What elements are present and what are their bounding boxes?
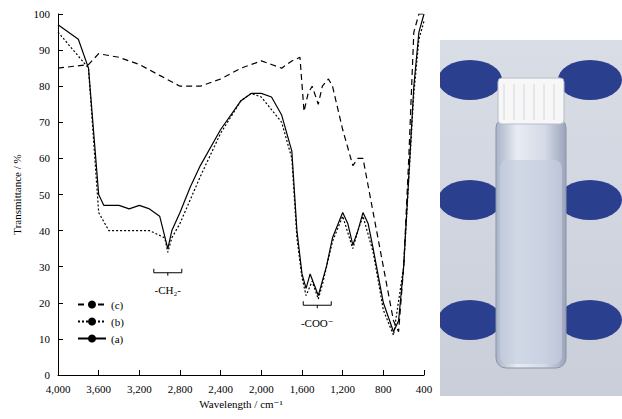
- svg-text:3,200: 3,200: [127, 383, 152, 395]
- svg-text:4,000: 4,000: [46, 383, 71, 395]
- svg-text:90: 90: [39, 44, 51, 56]
- svg-text:2,800: 2,800: [168, 383, 193, 395]
- svg-text:2,400: 2,400: [208, 383, 233, 395]
- svg-text:-COO⁻: -COO⁻: [301, 317, 334, 329]
- svg-text:(a): (a): [111, 333, 124, 346]
- svg-text:20: 20: [39, 297, 51, 309]
- svg-text:Wavelength / cm⁻¹: Wavelength / cm⁻¹: [199, 398, 282, 410]
- svg-text:(b): (b): [111, 316, 124, 329]
- svg-text:1,600: 1,600: [290, 383, 315, 395]
- svg-text:50: 50: [39, 189, 51, 201]
- svg-text:-CH₂-: -CH₂-: [155, 284, 182, 296]
- svg-text:Transmittance / %: Transmittance / %: [11, 154, 23, 234]
- svg-text:0: 0: [45, 369, 51, 381]
- svg-text:30: 30: [39, 261, 51, 273]
- svg-text:40: 40: [39, 225, 51, 237]
- svg-text:80: 80: [39, 80, 51, 92]
- svg-text:400: 400: [416, 383, 433, 395]
- svg-text:800: 800: [375, 383, 392, 395]
- svg-text:3,600: 3,600: [86, 383, 111, 395]
- svg-text:60: 60: [39, 152, 51, 164]
- svg-text:(c): (c): [111, 299, 124, 312]
- svg-text:10: 10: [39, 333, 51, 345]
- svg-text:1,200: 1,200: [330, 383, 355, 395]
- svg-text:100: 100: [34, 8, 51, 20]
- svg-text:2,000: 2,000: [249, 383, 274, 395]
- svg-text:70: 70: [39, 116, 51, 128]
